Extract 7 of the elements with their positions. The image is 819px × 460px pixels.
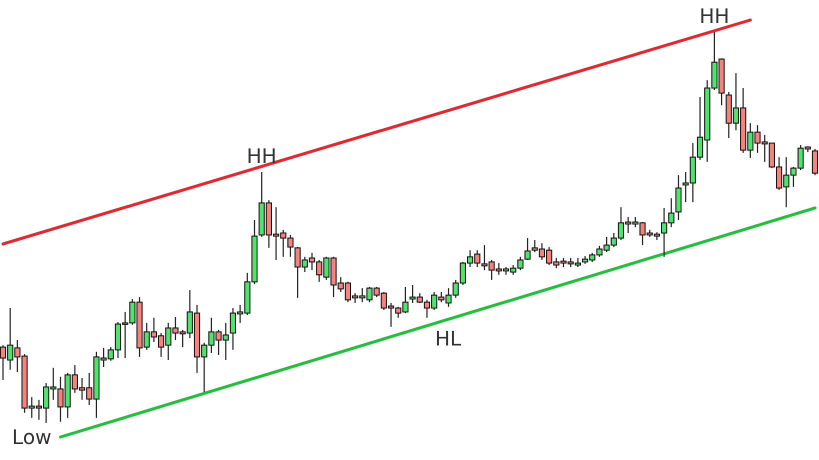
candlestick <box>812 148 818 176</box>
annotation: HH <box>246 144 277 168</box>
annotation: HL <box>434 326 462 350</box>
candlestick <box>524 237 531 261</box>
candlestick <box>675 174 682 221</box>
annotation: HH <box>699 4 730 28</box>
annotation: Low <box>12 424 52 449</box>
